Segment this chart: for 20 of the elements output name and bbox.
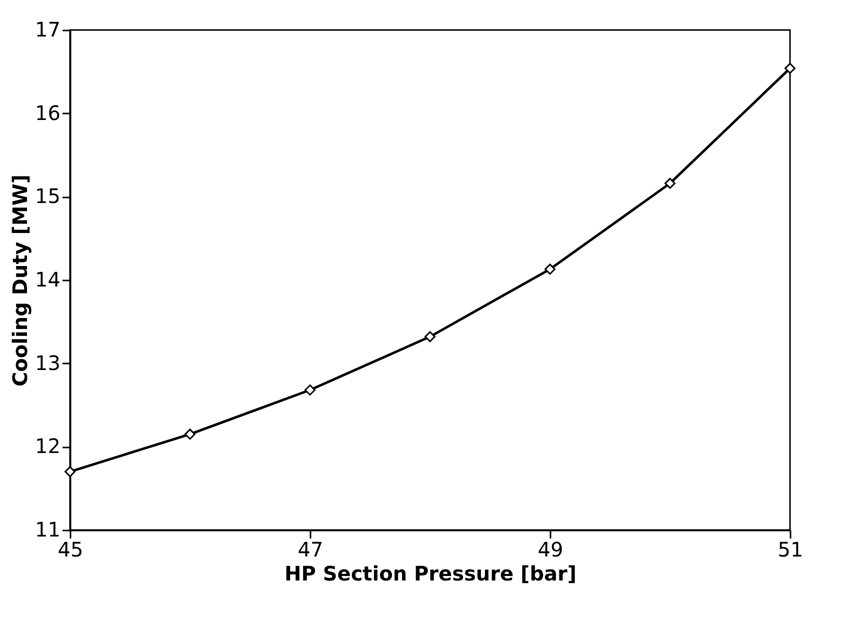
point (664, 178, 676, 189)
y-tick-label: 11 (35, 518, 60, 542)
y-tick-label: 15 (35, 184, 60, 208)
point (784, 62, 796, 74)
x-tick-label: 51 (778, 538, 804, 562)
y-tick-label: 17 (35, 18, 60, 42)
y-tick-label: 16 (35, 100, 60, 125)
point (544, 264, 556, 275)
point (184, 428, 196, 440)
y-tick-label: 14 (35, 268, 60, 292)
x-tick-label: 45 (58, 538, 84, 562)
y-axis-title: Cooling Duty [MW] (8, 174, 32, 387)
y-tick-label: 13 (35, 350, 60, 375)
point (64, 466, 76, 478)
point (424, 331, 436, 342)
x-tick-label: 47 (298, 538, 324, 562)
y-tick-label: 12 (35, 434, 60, 458)
x-tick-label: 49 (538, 538, 564, 562)
x-axis-title: HP Section Pressure [bar] (284, 562, 577, 586)
point (304, 384, 316, 396)
